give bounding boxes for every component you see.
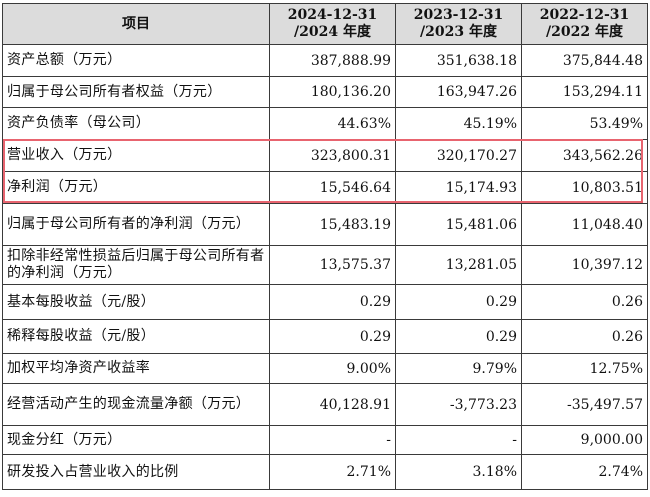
cell-2023: 9.79% [395,353,522,384]
row-label: 研发投入占营业收入的比例 [2,454,270,490]
cell-2024: 180,136.20 [269,76,396,108]
cell-2022: -35,497.57 [521,383,648,426]
table-row-revenue: 营业收入（万元） 323,800.31 320,170.27 343,562.2… [2,139,648,172]
cell-2024: 9.00% [269,353,396,384]
cell-2023: 13,281.05 [395,245,522,285]
table-row-adjusted-net-profit: 扣除非经常性损益后归属于母公司所有者的净利润（万元） 13,575.37 13,… [2,245,648,285]
cell-2024: 13,575.37 [269,245,396,285]
row-label: 加权平均净资产收益率 [2,353,270,384]
cell-2022: 11,048.40 [521,203,648,246]
cell-2022: 10,803.51 [521,171,648,204]
table-row-debt-ratio: 资产负债率（母公司） 44.63% 45.19% 53.49% [2,107,648,140]
row-label: 现金分红（万元） [2,425,270,455]
cell-2022: 153,294.11 [521,76,648,108]
table-row-cash-dividend: 现金分红（万元） - - 9,000.00 [2,425,648,455]
cell-2024: 0.29 [269,319,396,354]
cell-2023: 15,481.06 [395,203,522,246]
table-row-parent-net-profit: 归属于母公司所有者的净利润（万元） 15,483.19 15,481.06 11… [2,203,648,246]
cell-2023: 0.29 [395,319,522,354]
cell-2024: 44.63% [269,107,396,140]
cell-2022: 0.26 [521,284,648,320]
cell-2024: 0.29 [269,284,396,320]
financial-summary-table: 项目 2024-12-31/2024 年度 2023-12-31/2023 年度… [2,3,648,490]
cell-2022: 12.75% [521,353,648,384]
cell-2023: 45.19% [395,107,522,140]
table-row-diluted-eps: 稀释每股收益（元/股） 0.29 0.29 0.26 [2,319,648,354]
header-2023: 2023-12-31/2023 年度 [395,3,522,45]
cell-2024: 40,128.91 [269,383,396,426]
cell-2022: 10,397.12 [521,245,648,285]
row-label: 净利润（万元） [2,171,270,204]
row-label: 经营活动产生的现金流量净额（万元） [2,383,270,426]
table-row-basic-eps: 基本每股收益（元/股） 0.29 0.29 0.26 [2,284,648,320]
table-row-total-assets: 资产总额（万元） 387,888.99 351,638.18 375,844.4… [2,44,648,77]
row-label: 资产负债率（母公司） [2,107,270,140]
row-label: 归属于母公司所有者的净利润（万元） [2,203,270,246]
table-row-parent-equity: 归属于母公司所有者权益（万元） 180,136.20 163,947.26 15… [2,76,648,108]
cell-2024: 323,800.31 [269,139,396,172]
cell-2022: 9,000.00 [521,425,648,455]
cell-2023: 320,170.27 [395,139,522,172]
cell-2023: 163,947.26 [395,76,522,108]
row-label: 扣除非经常性损益后归属于母公司所有者的净利润（万元） [2,245,270,285]
cell-2022: 375,844.48 [521,44,648,77]
table-row-operating-cash-flow: 经营活动产生的现金流量净额（万元） 40,128.91 -3,773.23 -3… [2,383,648,426]
row-label: 归属于母公司所有者权益（万元） [2,76,270,108]
cell-2024: 15,483.19 [269,203,396,246]
table-header-row: 项目 2024-12-31/2024 年度 2023-12-31/2023 年度… [2,3,648,45]
cell-2023: 3.18% [395,454,522,490]
cell-2023: 15,174.93 [395,171,522,204]
table-row-roe: 加权平均净资产收益率 9.00% 9.79% 12.75% [2,353,648,384]
cell-2023: 0.29 [395,284,522,320]
cell-2024: - [269,425,396,455]
table-row-net-profit: 净利润（万元） 15,546.64 15,174.93 10,803.51 [2,171,648,204]
row-label: 稀释每股收益（元/股） [2,319,270,354]
cell-2023: - [395,425,522,455]
header-2024: 2024-12-31/2024 年度 [269,3,396,45]
header-2022: 2022-12-31/2022 年度 [521,3,648,45]
header-item: 项目 [2,3,270,45]
cell-2024: 15,546.64 [269,171,396,204]
row-label: 基本每股收益（元/股） [2,284,270,320]
financial-table-container: 项目 2024-12-31/2024 年度 2023-12-31/2023 年度… [2,3,648,490]
cell-2022: 2.74% [521,454,648,490]
cell-2022: 343,562.26 [521,139,648,172]
cell-2022: 53.49% [521,107,648,140]
cell-2023: 351,638.18 [395,44,522,77]
cell-2023: -3,773.23 [395,383,522,426]
cell-2024: 2.71% [269,454,396,490]
table-row-rd-ratio: 研发投入占营业收入的比例 2.71% 3.18% 2.74% [2,454,648,490]
row-label: 营业收入（万元） [2,139,270,172]
row-label: 资产总额（万元） [2,44,270,77]
cell-2024: 387,888.99 [269,44,396,77]
cell-2022: 0.26 [521,319,648,354]
